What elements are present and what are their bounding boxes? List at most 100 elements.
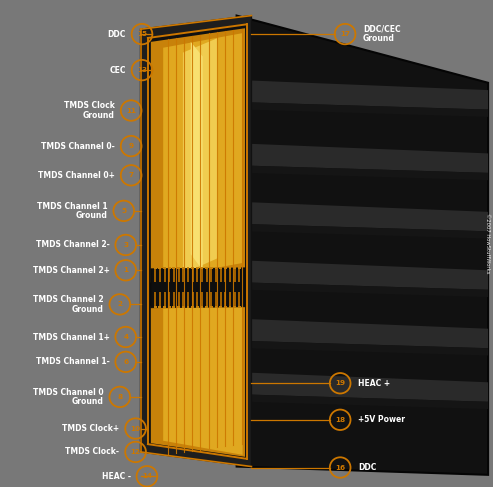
- Text: 13: 13: [137, 67, 147, 73]
- Polygon shape: [154, 306, 157, 308]
- Polygon shape: [163, 305, 243, 455]
- Polygon shape: [191, 267, 194, 269]
- Polygon shape: [151, 303, 245, 457]
- Polygon shape: [219, 306, 222, 308]
- Text: 10: 10: [131, 426, 141, 431]
- Polygon shape: [173, 267, 176, 269]
- Polygon shape: [238, 292, 240, 306]
- Polygon shape: [238, 269, 240, 282]
- Polygon shape: [159, 292, 161, 306]
- Text: TMDS Clock
Ground: TMDS Clock Ground: [64, 101, 115, 120]
- Polygon shape: [182, 306, 185, 308]
- Text: TMDS Channel 2+: TMDS Channel 2+: [33, 266, 109, 275]
- Polygon shape: [191, 306, 194, 308]
- Polygon shape: [246, 261, 488, 290]
- Polygon shape: [214, 267, 217, 269]
- Text: TMDS Channel 0+: TMDS Channel 0+: [38, 171, 115, 180]
- Polygon shape: [246, 224, 488, 239]
- Text: 19: 19: [335, 380, 345, 386]
- Polygon shape: [238, 306, 241, 308]
- Text: HEAC -: HEAC -: [102, 472, 131, 481]
- Polygon shape: [229, 269, 231, 282]
- Polygon shape: [158, 306, 161, 308]
- Polygon shape: [141, 16, 251, 467]
- Polygon shape: [201, 306, 203, 308]
- Polygon shape: [238, 267, 241, 269]
- Polygon shape: [154, 267, 157, 269]
- Polygon shape: [215, 269, 217, 282]
- Polygon shape: [187, 292, 189, 306]
- Polygon shape: [186, 267, 189, 269]
- Polygon shape: [187, 269, 189, 282]
- Polygon shape: [219, 269, 221, 282]
- Polygon shape: [163, 267, 166, 269]
- Polygon shape: [173, 306, 176, 308]
- Text: CEC: CEC: [109, 66, 126, 75]
- Polygon shape: [229, 306, 231, 308]
- Polygon shape: [186, 306, 189, 308]
- Polygon shape: [177, 292, 179, 306]
- Polygon shape: [224, 269, 226, 282]
- Polygon shape: [183, 38, 218, 274]
- Text: 1: 1: [123, 267, 128, 273]
- Polygon shape: [211, 269, 212, 282]
- Text: 4: 4: [123, 334, 128, 340]
- Polygon shape: [201, 269, 203, 282]
- Text: TMDS Channel 1
Ground: TMDS Channel 1 Ground: [37, 202, 107, 220]
- Polygon shape: [163, 306, 166, 308]
- Polygon shape: [246, 319, 488, 348]
- Polygon shape: [246, 202, 488, 231]
- Polygon shape: [168, 267, 171, 269]
- Polygon shape: [206, 269, 208, 282]
- Polygon shape: [177, 267, 180, 269]
- Polygon shape: [214, 306, 217, 308]
- Polygon shape: [229, 292, 231, 306]
- Text: DDC/CEC
Ground: DDC/CEC Ground: [363, 25, 400, 43]
- Polygon shape: [151, 28, 245, 282]
- Polygon shape: [246, 166, 488, 180]
- Polygon shape: [164, 269, 166, 282]
- Text: 3: 3: [123, 242, 128, 248]
- Polygon shape: [173, 292, 175, 306]
- Polygon shape: [154, 269, 156, 282]
- Polygon shape: [196, 292, 198, 306]
- Polygon shape: [210, 267, 212, 269]
- Polygon shape: [196, 267, 199, 269]
- Text: DDC: DDC: [107, 30, 126, 38]
- Polygon shape: [177, 269, 179, 282]
- Polygon shape: [211, 292, 212, 306]
- Text: +5V Power: +5V Power: [358, 415, 405, 424]
- Text: TMDS Channel 0-: TMDS Channel 0-: [41, 142, 115, 150]
- Polygon shape: [215, 292, 217, 306]
- Polygon shape: [158, 267, 161, 269]
- Polygon shape: [168, 306, 171, 308]
- Polygon shape: [237, 16, 488, 475]
- Polygon shape: [246, 394, 488, 409]
- Polygon shape: [201, 292, 203, 306]
- Polygon shape: [192, 292, 194, 306]
- Text: TMDS Channel 1-: TMDS Channel 1-: [35, 357, 109, 366]
- Polygon shape: [205, 306, 208, 308]
- Text: 5: 5: [121, 208, 126, 214]
- Polygon shape: [164, 292, 166, 306]
- Polygon shape: [233, 267, 236, 269]
- Polygon shape: [154, 292, 156, 306]
- Text: TMDS Clock+: TMDS Clock+: [62, 424, 119, 433]
- Polygon shape: [233, 306, 236, 308]
- Polygon shape: [151, 268, 245, 308]
- Polygon shape: [182, 267, 185, 269]
- Polygon shape: [210, 306, 212, 308]
- Text: TMDS Channel 2
Ground: TMDS Channel 2 Ground: [33, 295, 104, 314]
- Text: 11: 11: [126, 108, 136, 113]
- Polygon shape: [192, 269, 194, 282]
- Text: 2: 2: [117, 301, 122, 307]
- Polygon shape: [196, 306, 199, 308]
- Polygon shape: [246, 373, 488, 402]
- Polygon shape: [246, 80, 488, 110]
- Text: 12: 12: [131, 449, 141, 455]
- Polygon shape: [234, 292, 236, 306]
- Polygon shape: [196, 269, 198, 282]
- Polygon shape: [229, 267, 231, 269]
- Polygon shape: [173, 269, 175, 282]
- Text: 16: 16: [335, 465, 345, 470]
